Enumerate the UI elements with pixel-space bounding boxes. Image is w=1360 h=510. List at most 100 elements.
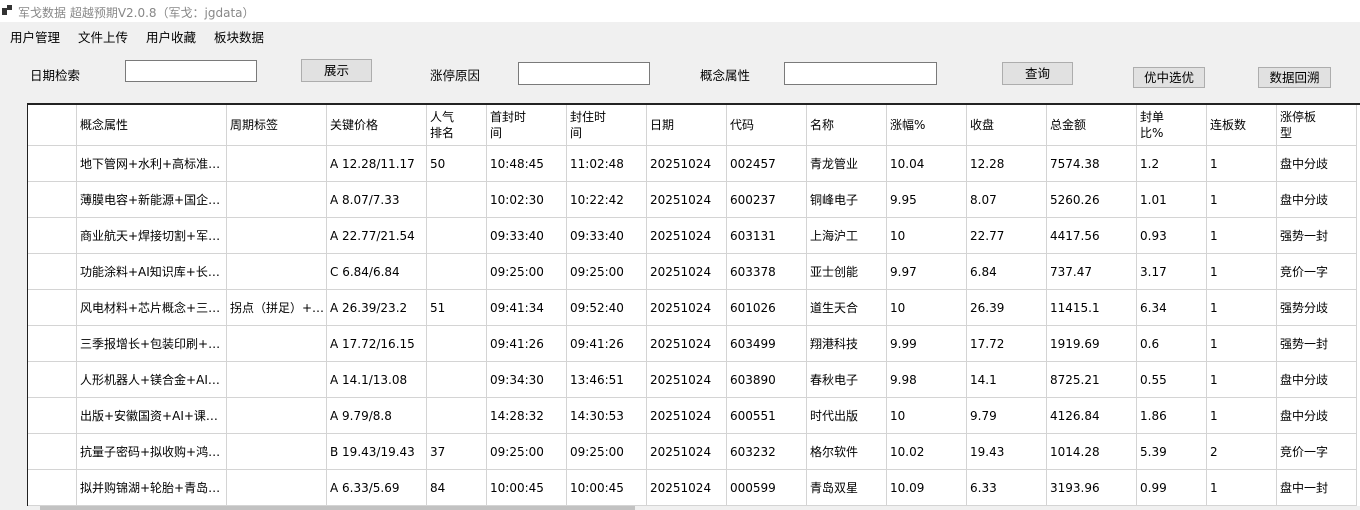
table-cell[interactable]: 10.09: [887, 470, 967, 506]
table-cell[interactable]: 20251024: [647, 290, 727, 326]
column-header[interactable]: 关键价格: [327, 105, 427, 146]
table-cell[interactable]: A 22.77/21.54: [327, 218, 427, 254]
table-cell[interactable]: [227, 434, 327, 470]
table-cell[interactable]: 0.93: [1137, 218, 1207, 254]
table-cell[interactable]: 603890: [727, 362, 807, 398]
table-cell[interactable]: A 26.39/23.2: [327, 290, 427, 326]
table-cell[interactable]: 20251024: [647, 326, 727, 362]
table-cell[interactable]: [427, 362, 487, 398]
table-cell[interactable]: 51: [427, 290, 487, 326]
table-cell[interactable]: 11415.1: [1047, 290, 1137, 326]
table-cell[interactable]: 737.47: [1047, 254, 1137, 290]
table-cell[interactable]: 8.07: [967, 182, 1047, 218]
table-cell[interactable]: 1.86: [1137, 398, 1207, 434]
column-header[interactable]: 周期标签: [227, 105, 327, 146]
table-cell[interactable]: 薄膜电容+新能源+国企…: [77, 182, 227, 218]
table-cell[interactable]: 拐点（拼足）+…: [227, 290, 327, 326]
table-cell[interactable]: 09:25:00: [487, 254, 567, 290]
table-cell[interactable]: 1: [1207, 182, 1277, 218]
table-cell[interactable]: [227, 398, 327, 434]
table-cell[interactable]: 7574.38: [1047, 146, 1137, 182]
table-cell[interactable]: 3.17: [1137, 254, 1207, 290]
table-cell[interactable]: 10:02:30: [487, 182, 567, 218]
table-cell[interactable]: [427, 326, 487, 362]
table-cell[interactable]: 10: [887, 290, 967, 326]
table-cell[interactable]: 盘中分歧: [1277, 398, 1357, 434]
table-cell[interactable]: 时代出版: [807, 398, 887, 434]
table-cell[interactable]: 20251024: [647, 218, 727, 254]
table-cell[interactable]: 9.98: [887, 362, 967, 398]
table-cell[interactable]: 20251024: [647, 362, 727, 398]
table-cell[interactable]: 13:46:51: [567, 362, 647, 398]
table-cell[interactable]: 20251024: [647, 146, 727, 182]
table-cell[interactable]: 铜峰电子: [807, 182, 887, 218]
table-cell[interactable]: 5.39: [1137, 434, 1207, 470]
table-cell[interactable]: 20251024: [647, 470, 727, 506]
table-cell[interactable]: 出版+安徽国资+AI+课…: [77, 398, 227, 434]
table-cell[interactable]: 2: [1207, 434, 1277, 470]
table-cell[interactable]: 20251024: [647, 254, 727, 290]
table-cell[interactable]: 1: [1207, 254, 1277, 290]
table-cell[interactable]: 1: [1207, 290, 1277, 326]
table-cell[interactable]: [427, 218, 487, 254]
table-cell[interactable]: 春秋电子: [807, 362, 887, 398]
table-cell[interactable]: 6.34: [1137, 290, 1207, 326]
column-header[interactable]: 收盘: [967, 105, 1047, 146]
table-cell[interactable]: 功能涂料+AI知识库+长…: [77, 254, 227, 290]
table-cell[interactable]: 1: [1207, 218, 1277, 254]
table-cell[interactable]: [227, 146, 327, 182]
table-cell[interactable]: 4417.56: [1047, 218, 1137, 254]
table-cell[interactable]: 09:41:34: [487, 290, 567, 326]
table-cell[interactable]: 10:22:42: [567, 182, 647, 218]
table-cell[interactable]: 6.33: [967, 470, 1047, 506]
table-cell[interactable]: 抗量子密码+拟收购+鸿…: [77, 434, 227, 470]
table-cell[interactable]: B 19.43/19.43: [327, 434, 427, 470]
scroll-thumb[interactable]: [40, 506, 635, 510]
table-cell[interactable]: 盘中一封: [1277, 470, 1357, 506]
table-cell[interactable]: 1: [1207, 362, 1277, 398]
table-cell[interactable]: 三季报增长+包装印刷+…: [77, 326, 227, 362]
table-cell[interactable]: 09:25:00: [567, 254, 647, 290]
reason-input[interactable]: [518, 62, 650, 85]
table-cell[interactable]: 竞价一字: [1277, 434, 1357, 470]
row-header[interactable]: [28, 218, 77, 254]
row-header[interactable]: [28, 362, 77, 398]
table-cell[interactable]: 强势一封: [1277, 218, 1357, 254]
column-header[interactable]: 封单 比%: [1137, 105, 1207, 146]
table-cell[interactable]: 84: [427, 470, 487, 506]
concept-input[interactable]: [784, 62, 937, 85]
column-header[interactable]: 名称: [807, 105, 887, 146]
table-cell[interactable]: 1: [1207, 398, 1277, 434]
table-cell[interactable]: 1919.69: [1047, 326, 1137, 362]
table-cell[interactable]: 盘中分歧: [1277, 146, 1357, 182]
table-cell[interactable]: 1014.28: [1047, 434, 1137, 470]
table-cell[interactable]: 4126.84: [1047, 398, 1137, 434]
table-cell[interactable]: 9.99: [887, 326, 967, 362]
row-header[interactable]: [28, 434, 77, 470]
table-cell[interactable]: [227, 326, 327, 362]
table-cell[interactable]: 20251024: [647, 398, 727, 434]
table-cell[interactable]: 人形机器人+镁合金+AI…: [77, 362, 227, 398]
table-cell[interactable]: 10.04: [887, 146, 967, 182]
table-cell[interactable]: 商业航天+焊接切割+军…: [77, 218, 227, 254]
table-cell[interactable]: [227, 362, 327, 398]
table-cell[interactable]: [227, 254, 327, 290]
table-cell[interactable]: [227, 218, 327, 254]
table-cell[interactable]: 9.97: [887, 254, 967, 290]
table-cell[interactable]: 盘中分歧: [1277, 182, 1357, 218]
column-header[interactable]: 涨幅%: [887, 105, 967, 146]
table-cell[interactable]: 09:33:40: [487, 218, 567, 254]
table-cell[interactable]: 10:00:45: [567, 470, 647, 506]
table-cell[interactable]: 09:41:26: [487, 326, 567, 362]
column-header[interactable]: 首封时 间: [487, 105, 567, 146]
query-button[interactable]: 查询: [1002, 62, 1073, 85]
row-header[interactable]: [28, 398, 77, 434]
menu-item[interactable]: 文件上传: [78, 30, 129, 45]
table-cell[interactable]: 14:28:32: [487, 398, 567, 434]
table-cell[interactable]: 亚士创能: [807, 254, 887, 290]
table-cell[interactable]: 600551: [727, 398, 807, 434]
table-cell[interactable]: 50: [427, 146, 487, 182]
table-cell[interactable]: 8725.21: [1047, 362, 1137, 398]
table-cell[interactable]: 09:25:00: [567, 434, 647, 470]
table-cell[interactable]: 11:02:48: [567, 146, 647, 182]
